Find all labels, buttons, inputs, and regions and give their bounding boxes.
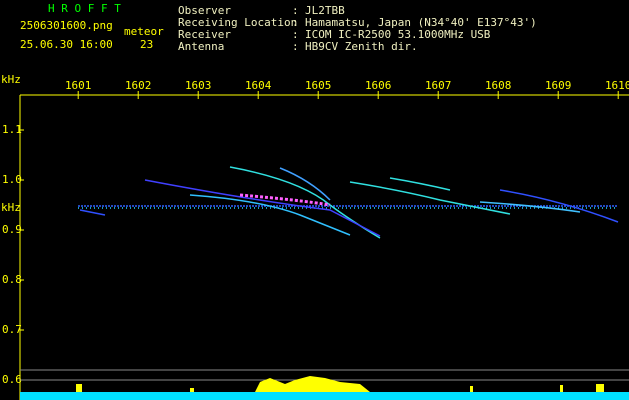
x-tick-label: 1604 bbox=[245, 79, 272, 92]
meteor-trace bbox=[499, 189, 619, 223]
meteor-trace bbox=[279, 167, 331, 201]
info-separator: : bbox=[292, 28, 299, 41]
y-tick-label: 1.0 bbox=[2, 173, 22, 186]
meteor-trace bbox=[349, 181, 511, 215]
x-tick-label: 1603 bbox=[185, 79, 212, 92]
signal-bar bbox=[76, 384, 82, 392]
x-tick-label: 1605 bbox=[305, 79, 332, 92]
amplitude-panel bbox=[20, 369, 629, 400]
meteor-trace bbox=[144, 179, 381, 237]
file-name: 2506301600.png bbox=[20, 19, 113, 32]
meteor-label: meteor bbox=[124, 25, 164, 38]
signal-bar bbox=[255, 376, 370, 392]
signal-bar bbox=[596, 384, 604, 392]
info-label: Receiver bbox=[178, 28, 231, 41]
signal-bar bbox=[560, 385, 563, 392]
noise-floor bbox=[20, 392, 629, 400]
y-tick-label: 1.1 bbox=[2, 123, 22, 136]
axes: kHz kHz 1601 1602 1603 1604 1605 1606 1607 1608 16… bbox=[1, 73, 629, 400]
meteor-trace bbox=[389, 177, 451, 191]
y-tick-label: 0.9 bbox=[2, 223, 22, 236]
meteor-count: 23 bbox=[140, 38, 153, 51]
axis-unit: kHz bbox=[1, 73, 21, 86]
info: Observer: JL2TBB Receiving Location: Hamama… bbox=[178, 4, 537, 53]
meteor-trace bbox=[79, 209, 106, 216]
info-separator: : bbox=[292, 40, 299, 53]
info-label: Observer bbox=[178, 4, 231, 17]
info-label: Receiving Location bbox=[178, 16, 297, 29]
x-tick-label: 1610 bbox=[605, 79, 629, 92]
x-tick-label: 1601 bbox=[65, 79, 92, 92]
x-tick-label: 1608 bbox=[485, 79, 512, 92]
y-tick-label: 0.7 bbox=[2, 323, 22, 336]
meteor-trace bbox=[479, 201, 581, 213]
x-tick-label: 1602 bbox=[125, 79, 152, 92]
info-value: ICOM IC-R2500 53.1000MHz USB bbox=[305, 28, 491, 41]
x-tick-label: 1606 bbox=[365, 79, 392, 92]
info-label: Antenna bbox=[178, 40, 224, 53]
info-value: HB9CV Zenith dir. bbox=[305, 40, 418, 53]
signal-bar bbox=[470, 386, 473, 392]
datetime: 25.06.30 16:00 bbox=[20, 38, 113, 51]
info-separator: : bbox=[292, 16, 299, 29]
traces bbox=[78, 166, 619, 239]
app-title: H R O F F T bbox=[48, 2, 121, 15]
axis-unit: kHz bbox=[1, 201, 21, 214]
y-tick-label: 0.8 bbox=[2, 273, 22, 286]
meteor-trace bbox=[189, 194, 351, 236]
x-tick-label: 1607 bbox=[425, 79, 452, 92]
y-tick-label: 0.6 bbox=[2, 373, 22, 386]
meteor-trace bbox=[239, 193, 331, 207]
info-value: JL2TBB bbox=[305, 4, 345, 17]
x-tick-label: 1609 bbox=[545, 79, 572, 92]
info-separator: : bbox=[292, 4, 299, 17]
info-value: Hamamatsu, Japan (N34°40' E137°43') bbox=[305, 16, 537, 29]
signal-bar bbox=[190, 388, 194, 392]
